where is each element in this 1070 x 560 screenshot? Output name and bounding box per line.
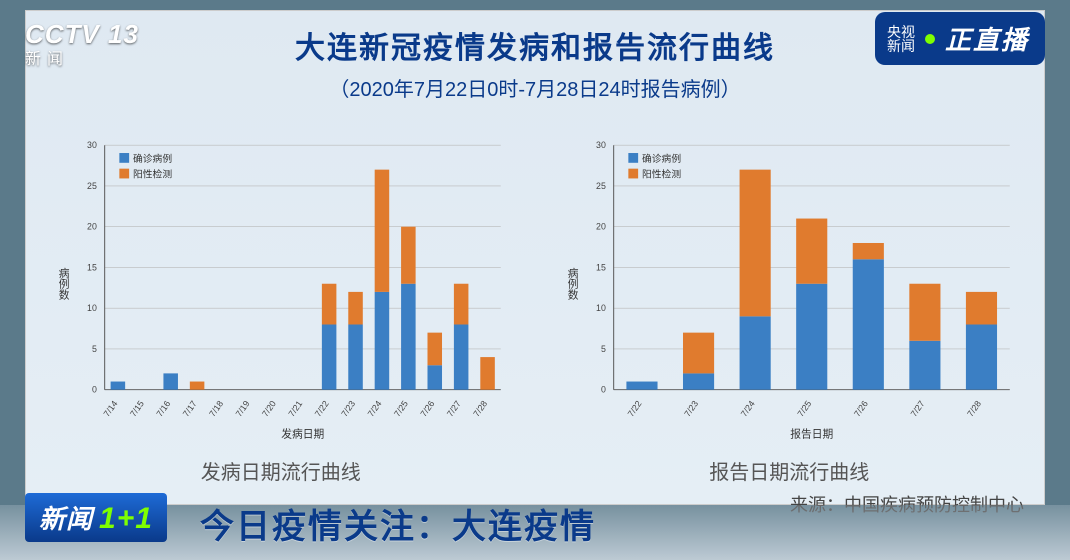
svg-text:7/26: 7/26 <box>851 399 869 419</box>
channel-logo-num: 13 <box>108 19 139 49</box>
svg-text:发病日期: 发病日期 <box>281 428 324 441</box>
svg-text:病例数: 病例数 <box>566 267 578 301</box>
svg-text:5: 5 <box>601 344 606 354</box>
svg-text:7/22: 7/22 <box>313 399 331 419</box>
svg-text:确诊病例: 确诊病例 <box>133 152 172 165</box>
chart-right-caption: 报告日期流行曲线 <box>555 456 1024 485</box>
live-badge-text: 正直播 <box>945 20 1029 57</box>
captions-row: 发病日期流行曲线 报告日期流行曲线 <box>46 452 1024 485</box>
svg-text:7/25: 7/25 <box>795 399 813 419</box>
svg-text:7/16: 7/16 <box>154 399 172 419</box>
svg-text:7/24: 7/24 <box>738 399 756 419</box>
svg-text:7/28: 7/28 <box>471 399 489 419</box>
chart-right-svg: 0 5 10 15 20 25 30 7/22 7/23 7/24 7/25 7/26 7/27 7/28… <box>555 122 1024 452</box>
panel-subtitle: （2020年7月22日0时-7月28日24时报告病例） <box>46 73 1024 102</box>
channel-logo-cn: 新闻 <box>25 51 139 69</box>
svg-text:10: 10 <box>596 303 606 313</box>
lower-third-text: 今日疫情关注：大连疫情 <box>200 499 596 548</box>
svg-text:30: 30 <box>596 140 606 150</box>
channel-logo: CCTV 13 新闻 <box>25 20 139 68</box>
svg-text:25: 25 <box>87 181 97 191</box>
live-badge-label: 央视 新闻 <box>887 25 915 53</box>
svg-text:7/25: 7/25 <box>392 399 410 419</box>
svg-text:确诊病例: 确诊病例 <box>642 152 681 165</box>
svg-text:7/15: 7/15 <box>128 399 146 419</box>
chart-left-caption: 发病日期流行曲线 <box>46 456 515 485</box>
svg-text:7/23: 7/23 <box>339 399 357 419</box>
chart-panel: 大连新冠疫情发病和报告流行曲线 （2020年7月22日0时-7月28日24时报告… <box>25 10 1045 505</box>
svg-text:7/27: 7/27 <box>908 399 926 419</box>
live-dot-icon <box>925 34 935 44</box>
svg-text:20: 20 <box>87 222 97 232</box>
chart-right: 0 5 10 15 20 25 30 7/22 7/23 7/24 7/25 7/26 7/27 7/28… <box>555 122 1024 452</box>
svg-text:15: 15 <box>596 262 606 272</box>
svg-text:7/27: 7/27 <box>445 399 463 419</box>
svg-text:7/24: 7/24 <box>366 399 384 419</box>
svg-text:病例数: 病例数 <box>58 267 70 301</box>
svg-text:报告日期: 报告日期 <box>790 428 833 441</box>
live-badge: 央视 新闻 正直播 <box>875 12 1045 65</box>
svg-text:7/18: 7/18 <box>207 399 225 419</box>
svg-text:10: 10 <box>87 303 97 313</box>
svg-text:7/20: 7/20 <box>260 399 278 419</box>
charts-row: 0 5 10 15 20 25 30 7/14 7/15 7/16 7/17 7/18 7/19 7/20… <box>46 122 1024 452</box>
svg-text:7/22: 7/22 <box>625 399 643 419</box>
chart-left: 0 5 10 15 20 25 30 7/14 7/15 7/16 7/17 7/18 7/19 7/20… <box>46 122 515 452</box>
chart-left-svg: 0 5 10 15 20 25 30 7/14 7/15 7/16 7/17 7/18 7/19 7/20… <box>46 122 515 452</box>
program-badge: 新闻1+1 <box>25 493 167 542</box>
svg-text:7/14: 7/14 <box>102 399 120 419</box>
svg-text:25: 25 <box>596 181 606 191</box>
svg-text:20: 20 <box>596 222 606 232</box>
program-badge-text: 新闻 <box>39 504 93 534</box>
svg-text:7/21: 7/21 <box>286 399 304 419</box>
svg-text:7/28: 7/28 <box>965 399 983 419</box>
channel-logo-text: CCTV <box>25 19 100 49</box>
svg-text:7/19: 7/19 <box>234 399 252 419</box>
svg-text:5: 5 <box>92 344 97 354</box>
svg-text:阳性检测: 阳性检测 <box>133 167 172 180</box>
svg-text:7/23: 7/23 <box>682 399 700 419</box>
svg-text:7/26: 7/26 <box>418 399 436 419</box>
program-badge-plus: 1+1 <box>99 502 153 535</box>
svg-text:30: 30 <box>87 140 97 150</box>
svg-text:0: 0 <box>601 385 606 395</box>
svg-text:0: 0 <box>92 385 97 395</box>
svg-text:15: 15 <box>87 262 97 272</box>
svg-text:7/17: 7/17 <box>181 399 199 419</box>
svg-text:阳性检测: 阳性检测 <box>642 167 681 180</box>
